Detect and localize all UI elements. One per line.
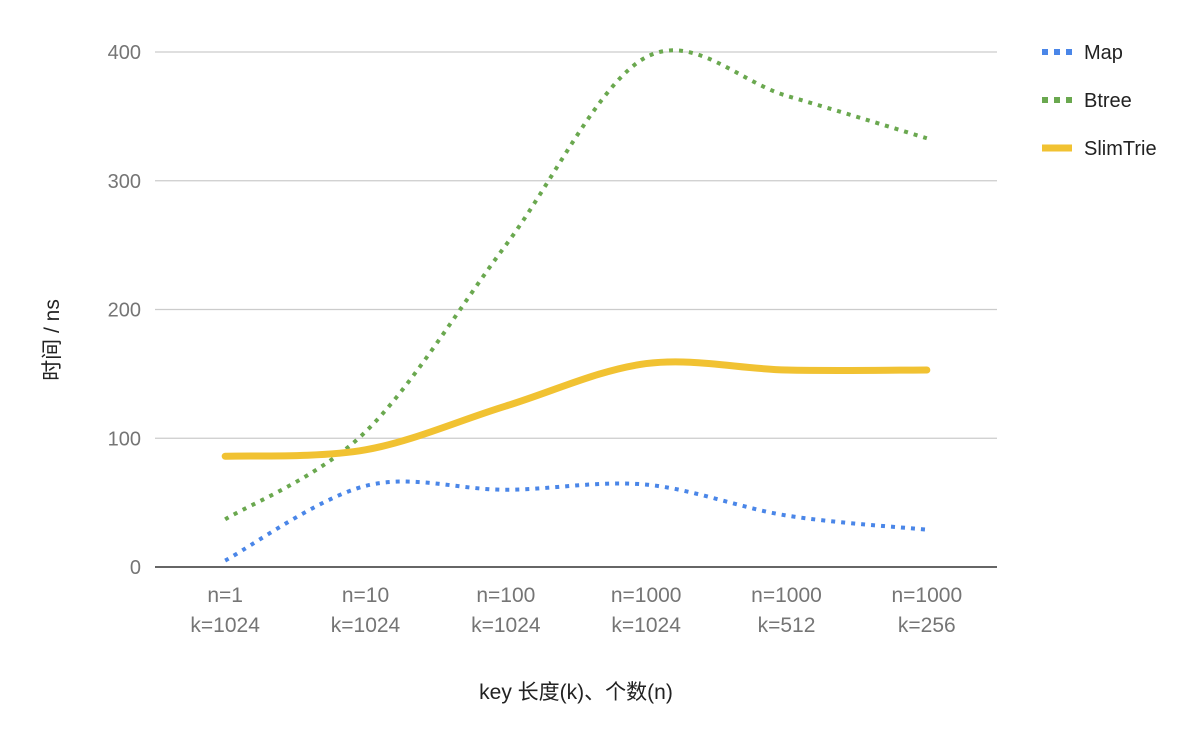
- x-tick-label: n=1: [207, 584, 243, 607]
- legend: Map Btree SlimTrie: [1042, 42, 1157, 160]
- y-axis-ticks: 0 100 200 300 400: [108, 42, 141, 579]
- series-line-map: [224, 479, 928, 563]
- x-tick-label: n=1000: [611, 584, 682, 607]
- y-axis-title: 时间 / ns: [41, 299, 64, 381]
- y-tick-label: 400: [108, 42, 141, 64]
- x-axis-title: key 长度(k)、个数(n): [479, 681, 673, 704]
- x-tick-label: k=1024: [331, 614, 401, 637]
- legend-label-btree: Btree: [1084, 90, 1132, 112]
- x-tick-label: k=512: [758, 614, 816, 637]
- series-lines: [221, 48, 931, 563]
- x-tick-label: n=10: [342, 584, 389, 607]
- x-tick-label: n=100: [476, 584, 535, 607]
- y-tick-label: 200: [108, 300, 141, 322]
- x-tick-label: k=256: [898, 614, 956, 637]
- legend-label-map: Map: [1084, 42, 1123, 64]
- legend-label-slimtrie: SlimTrie: [1084, 138, 1157, 160]
- series-line-btree: [224, 48, 928, 522]
- x-axis-ticks: n=1 k=1024 n=10 k=1024 n=100 k=1024 n=1000 k=10…: [190, 584, 962, 637]
- x-tick-label: n=1000: [751, 584, 822, 607]
- y-tick-label: 0: [130, 557, 141, 579]
- x-tick-label: k=1024: [611, 614, 681, 637]
- x-tick-label: k=1024: [190, 614, 260, 637]
- gridlines: [155, 51, 997, 439]
- series-line-slimtrie: [221, 358, 931, 460]
- x-tick-label: k=1024: [471, 614, 541, 637]
- y-tick-label: 300: [108, 171, 141, 193]
- y-tick-label: 100: [108, 428, 141, 450]
- x-tick-label: n=1000: [891, 584, 962, 607]
